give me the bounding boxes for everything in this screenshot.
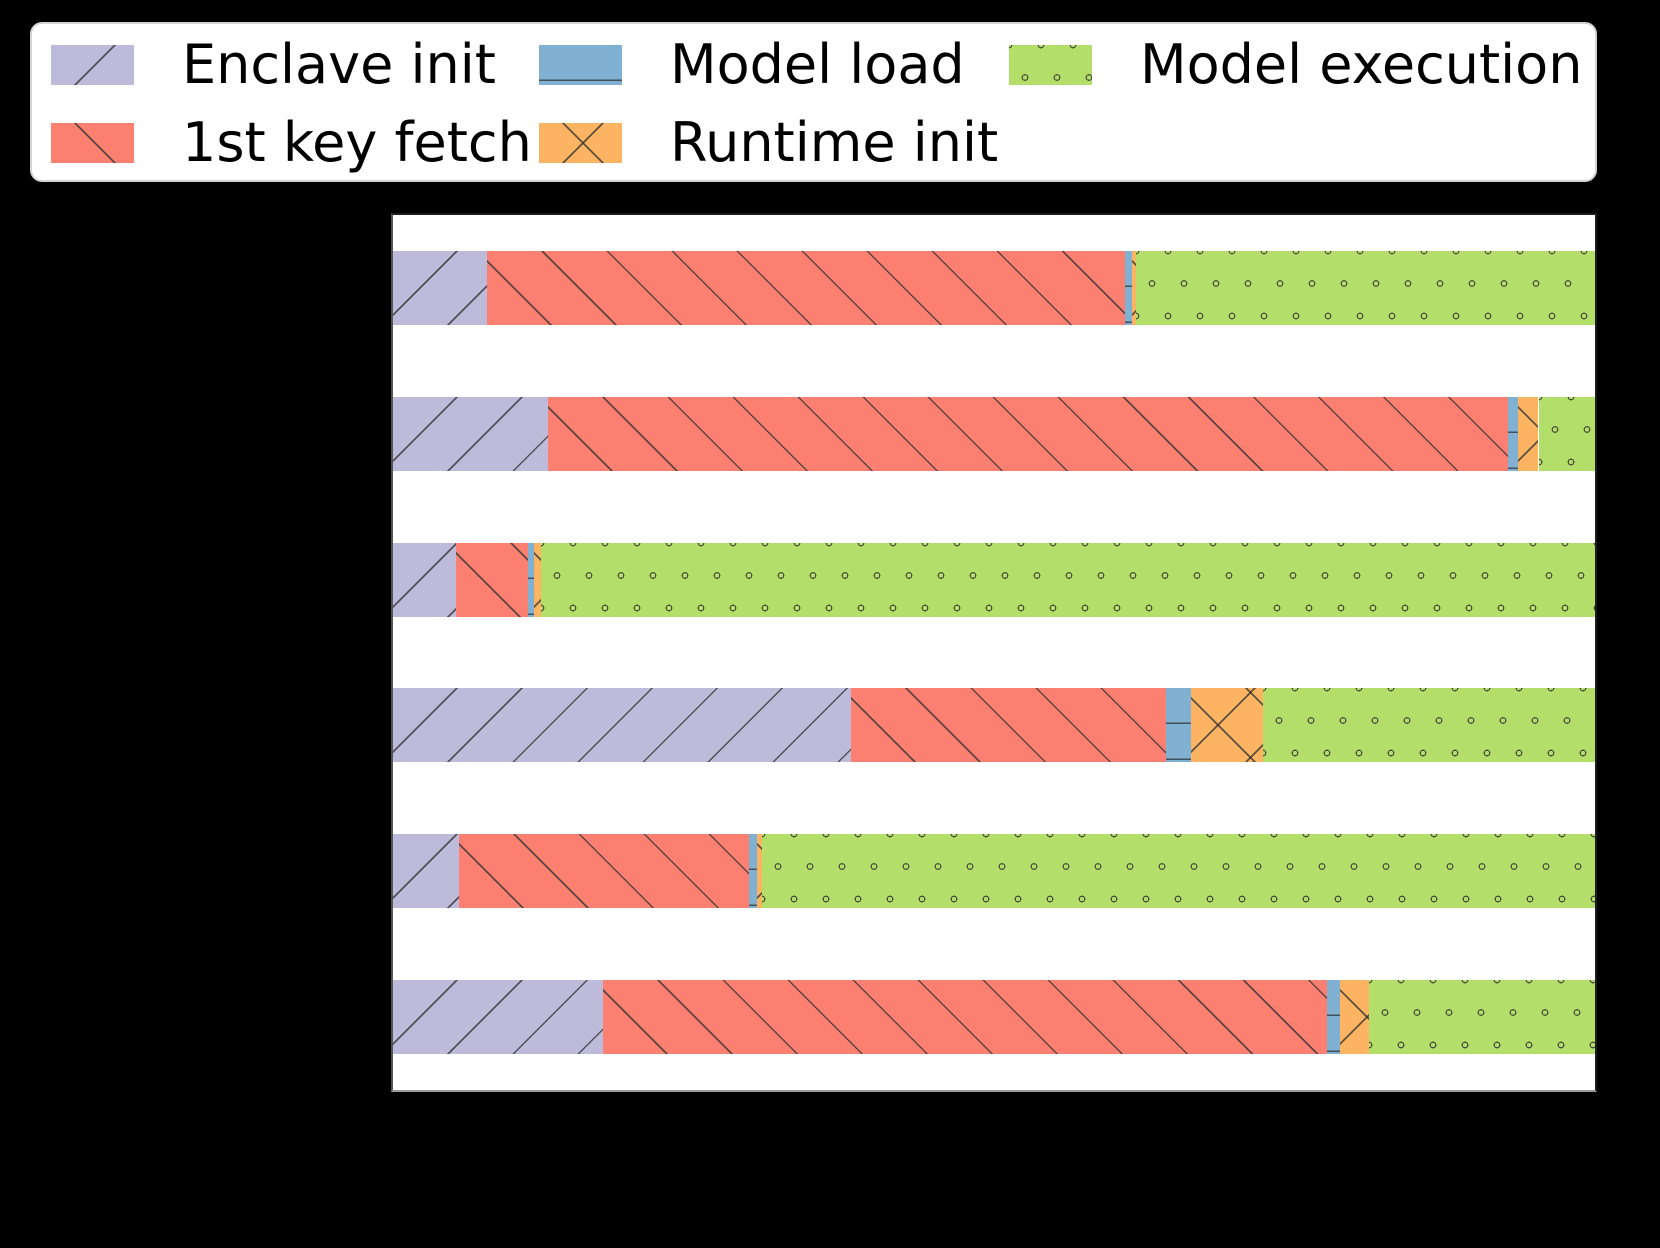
bar-segment-runtime-init	[1518, 396, 1539, 471]
legend-swatch-runtime-init	[539, 123, 622, 163]
bar-segment-model-execution	[762, 834, 1595, 909]
bar-segment-model-execution	[1369, 980, 1595, 1055]
legend-item-1st-key-fetch: 1st key fetch	[51, 116, 532, 170]
bar-segment-1st-key-fetch	[850, 688, 1166, 763]
legend-item-model-load: Model load	[539, 38, 998, 92]
bar-segment-model-execution	[540, 542, 1595, 617]
legend-swatch-model-load	[539, 45, 622, 85]
bar-segment-runtime-init	[1191, 688, 1264, 763]
bar-segment-enclave-init	[393, 250, 487, 325]
bar-segment-model-load	[1326, 980, 1341, 1055]
bar-segment-runtime-init	[1132, 250, 1136, 325]
bar-segment-model-load	[748, 834, 758, 909]
legend-column-2: Model load Runtime init	[539, 24, 998, 170]
bar-segment-model-load	[1165, 688, 1192, 763]
legend-column-1: Enclave init 1st key fetch	[51, 24, 532, 170]
legend-swatch-model-execution	[1009, 45, 1092, 85]
legend-label: Model load	[670, 33, 965, 96]
bar-segment-1st-key-fetch	[455, 542, 528, 617]
bar-segment-model-load	[527, 542, 534, 617]
legend-swatch-1st-key-fetch	[51, 123, 134, 163]
bar-segment-1st-key-fetch	[486, 250, 1125, 325]
legend: Enclave init 1st key fetch Model load Ru…	[30, 22, 1597, 182]
bar-segment-enclave-init	[393, 542, 456, 617]
bar-row	[393, 834, 1595, 909]
legend-label: Model execution	[1140, 33, 1583, 96]
legend-item-enclave-init: Enclave init	[51, 38, 532, 92]
legend-item-runtime-init: Runtime init	[539, 116, 998, 170]
bar-row	[393, 980, 1595, 1055]
legend-label: Runtime init	[670, 111, 999, 174]
bar-row	[393, 396, 1595, 471]
bar-segment-enclave-init	[393, 688, 851, 763]
legend-label: 1st key fetch	[182, 111, 532, 174]
legend-item-model-execution: Model execution	[1009, 38, 1582, 92]
bar-segment-model-execution	[1263, 688, 1595, 763]
bar-segment-model-execution	[1135, 250, 1595, 325]
bar-segment-1st-key-fetch	[459, 834, 749, 909]
legend-swatch-enclave-init	[51, 45, 134, 85]
bar-segment-enclave-init	[393, 834, 460, 909]
bar-segment-enclave-init	[393, 980, 604, 1055]
bar-segment-runtime-init	[533, 542, 541, 617]
bar-segment-model-execution	[1538, 396, 1595, 471]
bar-row	[393, 250, 1595, 325]
bar-segment-runtime-init	[1340, 980, 1370, 1055]
legend-label: Enclave init	[182, 33, 496, 96]
bar-row	[393, 542, 1595, 617]
plot-area	[391, 213, 1597, 1092]
bar-segment-1st-key-fetch	[548, 396, 1509, 471]
legend-column-3: Model execution	[1009, 24, 1582, 92]
bar-segment-model-load	[1125, 250, 1133, 325]
bar-row	[393, 688, 1595, 763]
bar-segment-enclave-init	[393, 396, 549, 471]
bar-segment-model-load	[1508, 396, 1519, 471]
bar-segment-runtime-init	[757, 834, 762, 909]
bar-segment-1st-key-fetch	[603, 980, 1327, 1055]
